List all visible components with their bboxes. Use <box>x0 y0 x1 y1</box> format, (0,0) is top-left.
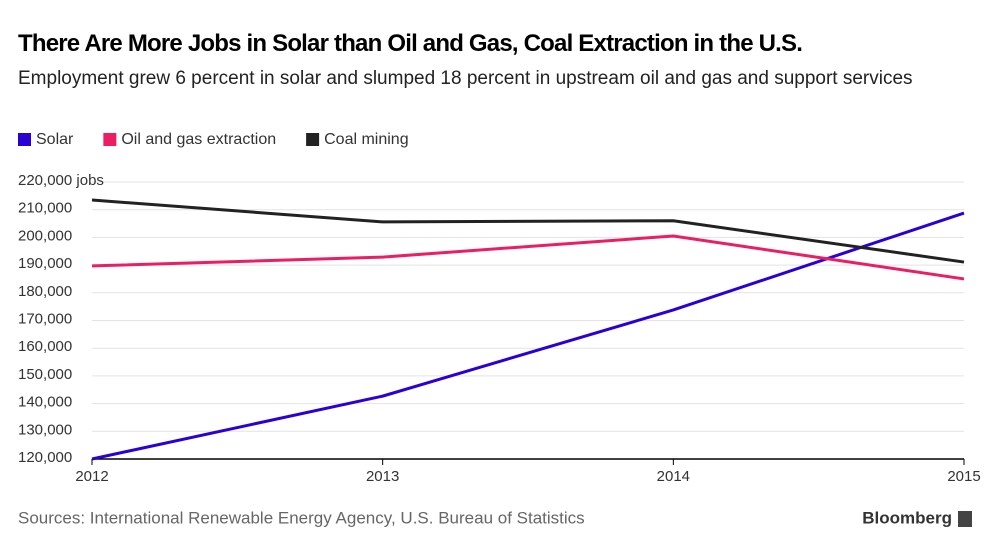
y-tick-label: 130,000 <box>18 421 72 438</box>
legend-swatch <box>306 133 320 146</box>
legend-label: Coal mining <box>324 131 408 148</box>
chart-title: There Are More Jobs in Solar than Oil an… <box>18 30 803 57</box>
brand-icon <box>958 511 972 527</box>
y-tick-label: 120,000 <box>18 449 72 466</box>
source: Sources: International Renewable Energy … <box>18 508 585 527</box>
brand: Bloomberg <box>862 508 952 527</box>
y-tick-label: 190,000 <box>18 255 72 272</box>
x-tick-label: 2013 <box>366 468 399 485</box>
series-line <box>91 198 965 264</box>
legend-swatch <box>103 133 117 146</box>
x-tick-label: 2015 <box>947 468 980 485</box>
series-line <box>91 211 965 461</box>
legend-swatch <box>18 133 31 146</box>
x-tick-label: 2012 <box>75 468 108 485</box>
y-tick-label: 200,000 <box>18 227 72 244</box>
legend-label: Oil and gas extraction <box>121 131 276 148</box>
y-tick-label: 210,000 <box>18 200 72 217</box>
legend-label: Solar <box>36 131 74 148</box>
x-tick-label: 2014 <box>657 468 690 485</box>
y-tick-label: 140,000 <box>18 394 72 411</box>
y-tick-label: 180,000 <box>18 283 72 300</box>
y-tick-label: 150,000 <box>18 366 72 383</box>
y-tick-label: 220,000 jobs <box>18 172 104 189</box>
series-line <box>91 234 965 281</box>
chart-subtitle: Employment grew 6 percent in solar and s… <box>18 68 913 89</box>
y-tick-label: 160,000 <box>18 338 72 355</box>
y-tick-label: 170,000 <box>18 310 72 327</box>
